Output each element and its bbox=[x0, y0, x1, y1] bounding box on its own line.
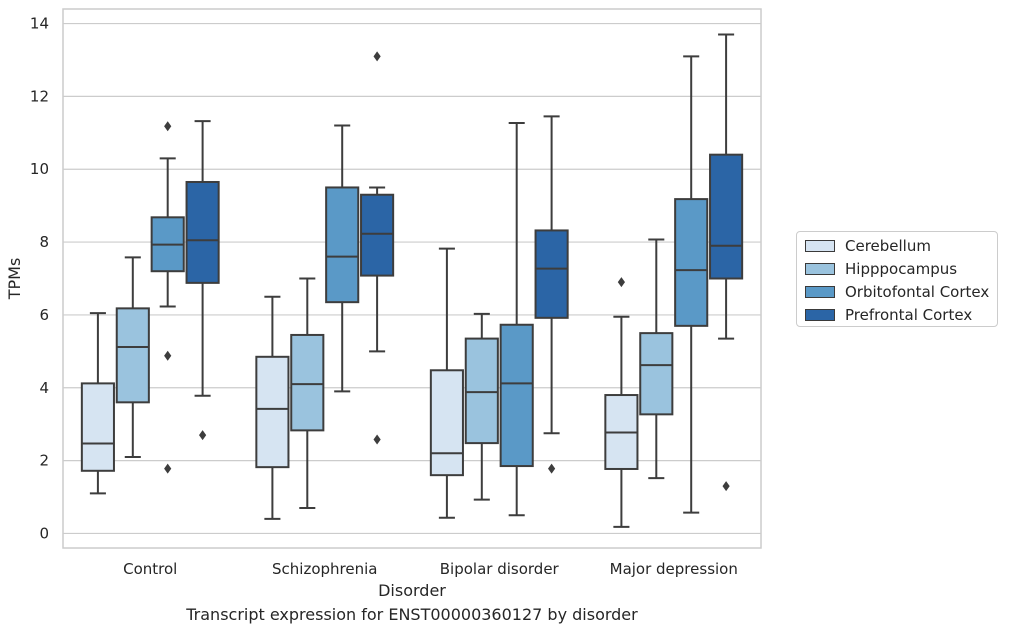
box-prefrontal-cortex bbox=[534, 115, 569, 474]
legend-swatch bbox=[805, 240, 835, 252]
box-iqr bbox=[115, 307, 150, 404]
x-axis-label: Disorder bbox=[378, 581, 446, 600]
legend-label: Cerebellum bbox=[845, 237, 931, 255]
x-tick-label: Major depression bbox=[610, 560, 738, 578]
outlier-point bbox=[722, 481, 730, 492]
box-iqr bbox=[464, 337, 499, 445]
y-tick-label: 12 bbox=[30, 87, 49, 105]
y-tick-label: 10 bbox=[30, 160, 49, 178]
legend: Cerebellum Hipppocampus Orbitofontal Corte… bbox=[796, 231, 998, 327]
legend-item: Hipppocampus bbox=[805, 259, 957, 279]
y-tick-label: 6 bbox=[39, 306, 49, 324]
outlier-point bbox=[164, 463, 172, 474]
box-iqr bbox=[325, 186, 360, 304]
box-prefrontal-cortex bbox=[185, 120, 220, 441]
x-tick-label: Bipolar disorder bbox=[440, 560, 560, 578]
outlier-point bbox=[164, 350, 172, 361]
box-iqr bbox=[80, 382, 115, 472]
y-tick-label: 4 bbox=[39, 379, 49, 397]
outlier-point bbox=[373, 434, 381, 445]
x-tick-labels: Control Schizophrenia Bipolar disorder Majo… bbox=[123, 560, 738, 578]
y-axis-label: TPMs bbox=[5, 258, 24, 301]
box-prefrontal-cortex bbox=[709, 33, 744, 492]
legend-swatch bbox=[805, 286, 835, 298]
box-hipppocampus bbox=[115, 256, 150, 458]
box-orbitofontal-cortex bbox=[674, 55, 709, 514]
y-tick-label: 2 bbox=[39, 452, 49, 470]
box-iqr bbox=[674, 198, 709, 327]
x-tick-label: Schizophrenia bbox=[272, 560, 377, 578]
outlier-point bbox=[617, 277, 625, 288]
box-orbitofontal-cortex bbox=[325, 124, 360, 393]
outlier-point bbox=[373, 51, 381, 62]
figure-caption: Transcript expression for ENST0000036012… bbox=[186, 605, 638, 624]
box-cerebellum bbox=[604, 277, 639, 528]
box-cerebellum bbox=[80, 312, 115, 495]
box-hipppocampus bbox=[290, 277, 325, 509]
x-tick-label: Control bbox=[123, 560, 177, 578]
y-tick-label: 14 bbox=[30, 15, 49, 33]
legend-item: Orbitofontal Cortex bbox=[805, 282, 989, 302]
box-prefrontal-cortex bbox=[360, 51, 395, 445]
legend-label: Orbitofontal Cortex bbox=[845, 283, 990, 301]
legend-swatch bbox=[805, 309, 835, 321]
box-iqr bbox=[534, 229, 569, 319]
boxes bbox=[80, 33, 744, 528]
box-orbitofontal-cortex bbox=[150, 121, 185, 474]
legend-label: Prefrontal Cortex bbox=[845, 306, 973, 324]
box-hipppocampus bbox=[639, 238, 674, 480]
legend-item: Prefrontal Cortex bbox=[805, 305, 972, 325]
legend-swatch bbox=[805, 263, 835, 275]
box-orbitofontal-cortex bbox=[499, 121, 534, 517]
box-iqr bbox=[185, 180, 220, 284]
outlier-point bbox=[164, 121, 172, 132]
box-iqr bbox=[499, 323, 534, 468]
outlier-point bbox=[548, 463, 556, 474]
box-iqr bbox=[290, 333, 325, 432]
y-tick-label: 0 bbox=[39, 524, 49, 542]
box-cerebellum bbox=[429, 247, 464, 519]
box-hipppocampus bbox=[464, 312, 499, 501]
box-iqr bbox=[429, 369, 464, 477]
outlier-point bbox=[199, 430, 207, 441]
box-cerebellum bbox=[255, 295, 290, 520]
box-iqr bbox=[639, 332, 674, 416]
box-iqr bbox=[255, 355, 290, 469]
y-tick-labels: 0 2 4 6 8 10 12 14 bbox=[30, 15, 49, 543]
box-iqr bbox=[709, 153, 744, 280]
legend-label: Hipppocampus bbox=[845, 260, 958, 278]
box-iqr bbox=[360, 193, 395, 277]
plot-area-frame bbox=[62, 8, 762, 549]
y-tick-label: 8 bbox=[39, 233, 49, 251]
legend-item: Cerebellum bbox=[805, 236, 931, 256]
